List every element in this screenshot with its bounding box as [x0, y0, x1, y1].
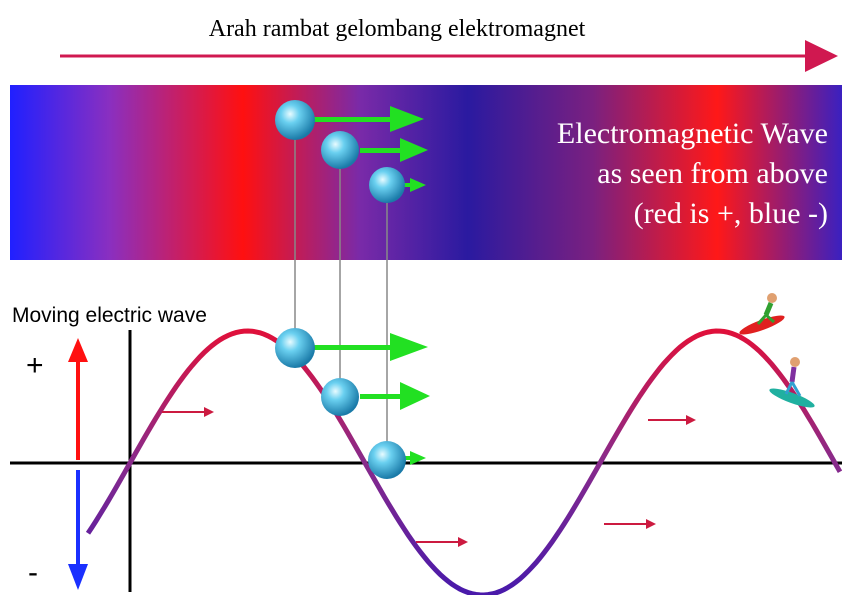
minus-arrow-head: [68, 564, 88, 590]
minus-sign: -: [28, 556, 38, 589]
charge-ball: [321, 131, 359, 169]
band-line: Electromagnetic Wave: [557, 117, 828, 150]
charge-ball: [321, 378, 359, 416]
direction-arrow-head: [805, 40, 838, 72]
charge-ball: [368, 441, 406, 479]
field-arrow: [314, 345, 394, 350]
diagram: Arah rambat gelombang elektromagnet Elec…: [0, 0, 842, 595]
surfer: [738, 293, 787, 338]
charge-ball: [275, 100, 315, 140]
field-arrow: [360, 148, 405, 153]
field-arrow-head: [390, 333, 428, 361]
band-line: as seen from above: [597, 157, 828, 190]
plus-arrow-head: [68, 338, 88, 362]
plus-sign: +: [26, 349, 44, 382]
field-arrow: [360, 394, 405, 399]
charge-ball: [369, 167, 405, 203]
field-arrow-head: [400, 382, 430, 410]
charge-ball: [275, 328, 315, 368]
title: Arah rambat gelombang elektromagnet: [209, 16, 586, 42]
band-line: (red is +, blue -): [634, 197, 828, 230]
wave-label: Moving electric wave: [12, 304, 207, 327]
field-arrow: [314, 117, 394, 122]
